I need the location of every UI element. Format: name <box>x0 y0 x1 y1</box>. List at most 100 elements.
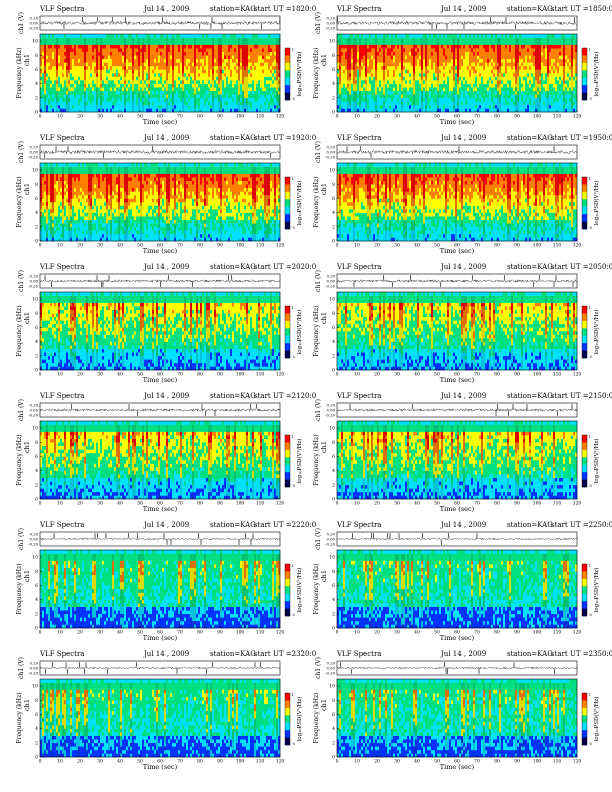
colorbar-tick-label: 1 <box>292 306 294 310</box>
y-tick-label: 0 <box>332 239 335 245</box>
y-axis-label: Frequency (kHz) <box>313 47 320 98</box>
colorbar-segment <box>285 313 290 322</box>
panel-station: station=KAG <box>507 263 553 271</box>
waveform-tick-label: 0.00 <box>30 279 39 284</box>
x-tick-label: 60 <box>157 243 163 249</box>
x-tick-label: 120 <box>276 114 285 120</box>
panel-date: Jul 14 , 2009 <box>144 134 189 142</box>
colorbar-segment <box>582 184 587 193</box>
x-tick-label: 20 <box>374 759 380 765</box>
panel-date: Jul 14 , 2009 <box>441 5 486 13</box>
y-tick-label: 2 <box>35 353 38 359</box>
colorbar-tick-label: -5 <box>292 226 295 230</box>
channel-label: ch1 <box>23 312 31 324</box>
x-tick-label: 110 <box>256 372 265 378</box>
colorbar-segment <box>285 85 290 93</box>
colorbar-segment <box>285 343 290 351</box>
x-tick-label: 100 <box>236 243 245 249</box>
x-tick-label: 0 <box>39 243 42 249</box>
colorbar-segment <box>285 221 290 230</box>
x-tick-label: 0 <box>336 759 339 765</box>
waveform-tick-label: 0.00 <box>30 21 39 26</box>
x-tick-label: 90 <box>217 114 223 120</box>
panel-title: VLF Spectra <box>337 134 381 142</box>
colorbar-segment <box>285 55 290 64</box>
y-axis-label: Frequency (kHz) <box>313 692 320 743</box>
x-tick-label: 120 <box>573 114 582 120</box>
x-tick-label: 100 <box>533 243 542 249</box>
colorbar-segment <box>285 350 290 359</box>
channel-label: ch1 <box>320 183 328 195</box>
waveform-ylabel: ch1 (V) <box>18 270 25 292</box>
colorbar-segment <box>582 92 587 101</box>
y-tick-label: 2 <box>332 740 335 746</box>
colorbar-label: log₁₀PSD(V²/Hz) <box>593 181 600 226</box>
spectrogram-cells <box>337 679 578 758</box>
colorbar-segment <box>285 70 290 79</box>
y-tick-label: 2 <box>332 224 335 230</box>
y-tick-label: 0 <box>35 239 38 245</box>
colorbar-segment <box>582 70 587 79</box>
x-tick-label: 20 <box>77 114 83 120</box>
colorbar-segment <box>582 700 587 709</box>
x-tick-label: 50 <box>434 114 440 120</box>
waveform-tick-label: 0.00 <box>327 21 336 26</box>
x-tick-label: 90 <box>514 114 520 120</box>
x-tick-label: 30 <box>394 114 400 120</box>
x-tick-label: 40 <box>414 759 420 765</box>
y-tick-label: 10 <box>329 168 335 174</box>
x-tick-label: 70 <box>177 243 183 249</box>
waveform-ylabel: ch1 (V) <box>18 141 25 163</box>
y-tick-label: 2 <box>332 95 335 101</box>
spectrogram-cells <box>337 163 578 242</box>
y-axis-label: Frequency (kHz) <box>16 176 23 227</box>
colorbar-tick-label: 1 <box>589 693 591 697</box>
y-tick-label: 10 <box>329 684 335 690</box>
x-tick-label: 40 <box>414 243 420 249</box>
y-tick-label: 8 <box>332 53 335 59</box>
waveform-tick-label: -0.20 <box>325 26 335 31</box>
colorbar-segment <box>582 693 587 701</box>
colorbar-segment <box>285 184 290 193</box>
y-tick-label: 6 <box>35 67 38 73</box>
panel-title: VLF Spectra <box>40 263 84 271</box>
x-tick-label: 70 <box>474 243 480 249</box>
colorbar-segment <box>582 206 587 215</box>
waveform-trace <box>336 16 578 30</box>
y-tick-label: 6 <box>332 196 335 202</box>
panel-date: Jul 14 , 2009 <box>144 5 189 13</box>
x-tick-label: 40 <box>117 243 123 249</box>
y-tick-label: 8 <box>35 311 38 317</box>
colorbar-label: log₁₀PSD(V²/Hz) <box>296 310 303 355</box>
y-tick-label: 10 <box>32 297 38 303</box>
colorbar-frame <box>284 47 291 101</box>
x-tick-label: 50 <box>137 372 143 378</box>
y-tick-label: 2 <box>35 224 38 230</box>
colorbar-segment <box>582 177 587 185</box>
colorbar-segment <box>582 730 587 738</box>
colorbar-frame <box>284 305 291 359</box>
x-tick-label: 40 <box>117 372 123 378</box>
x-tick-label: 20 <box>77 243 83 249</box>
x-tick-label: 80 <box>494 759 500 765</box>
colorbar-segment <box>285 77 290 86</box>
x-tick-label: 0 <box>39 372 42 378</box>
y-tick-label: 0 <box>35 110 38 116</box>
y-tick-label: 0 <box>332 110 335 116</box>
waveform-trace <box>336 274 578 288</box>
colorbar-segment <box>582 48 587 56</box>
waveform-trace <box>39 274 281 288</box>
colorbar-segment <box>285 328 290 337</box>
x-tick-label: 10 <box>57 114 63 120</box>
channel-label: ch1 <box>320 54 328 66</box>
spectrogram-cells <box>40 34 281 113</box>
x-tick-label: 10 <box>354 243 360 249</box>
panel-station: station=KAG <box>507 5 553 13</box>
y-tick-label: 4 <box>35 210 38 216</box>
x-tick-label: 10 <box>57 243 63 249</box>
waveform-tick-label: 0.20 <box>327 145 336 150</box>
x-tick-label: 120 <box>276 243 285 249</box>
